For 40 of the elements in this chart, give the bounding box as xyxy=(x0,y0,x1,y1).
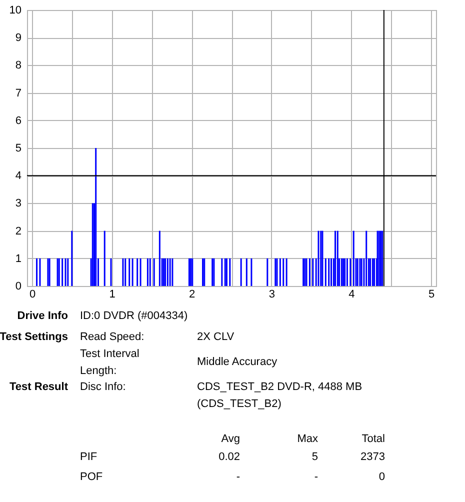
text: Avg xyxy=(221,433,240,445)
y-tick-label: 5 xyxy=(15,142,22,154)
x-tick-label: 0 xyxy=(29,288,36,300)
text: Length: xyxy=(80,365,117,377)
text: 5 xyxy=(312,451,318,463)
x-tick-label: 3 xyxy=(268,288,275,300)
text: Disc Info: xyxy=(80,381,126,393)
text: ID:0 DVDR (#004334) xyxy=(80,310,188,322)
y-tick-label: 10 xyxy=(9,4,22,16)
x-tick-label: 5 xyxy=(428,288,435,300)
text: POF xyxy=(80,471,103,483)
text: Test Interval xyxy=(80,348,140,360)
y-tick-label: 8 xyxy=(15,60,22,72)
text: CDS_TEST_B2 DVD-R, 4488 MB xyxy=(197,381,362,393)
text: Middle Accuracy xyxy=(197,356,278,368)
text: Read Speed: xyxy=(80,331,144,343)
text: 2373 xyxy=(360,451,385,463)
x-tick-label: 1 xyxy=(109,288,116,300)
text: Drive Info xyxy=(17,310,68,322)
y-tick-label: 7 xyxy=(15,87,22,100)
text: - xyxy=(236,471,240,483)
text: PIF xyxy=(80,451,98,463)
x-tick-label: 2 xyxy=(189,288,196,300)
text: 2X CLV xyxy=(197,331,235,343)
y-tick-label: 1 xyxy=(15,252,22,265)
text: Test Settings xyxy=(0,331,68,343)
text: Test Result xyxy=(10,381,68,393)
text: 0 xyxy=(378,471,385,483)
y-tick-label: 3 xyxy=(15,198,22,210)
y-tick-label: 0 xyxy=(15,280,22,292)
y-tick-label: 2 xyxy=(15,225,22,238)
y-tick-label: 6 xyxy=(15,114,22,127)
text: Max xyxy=(297,433,318,445)
text: (CDS_TEST_B2) xyxy=(197,398,282,410)
text: 0.02 xyxy=(218,451,240,463)
y-tick-label: 4 xyxy=(15,170,22,182)
y-tick-label: 9 xyxy=(15,32,22,44)
text: Total xyxy=(362,433,385,445)
x-tick-label: 4 xyxy=(348,288,355,300)
text: - xyxy=(314,471,318,483)
